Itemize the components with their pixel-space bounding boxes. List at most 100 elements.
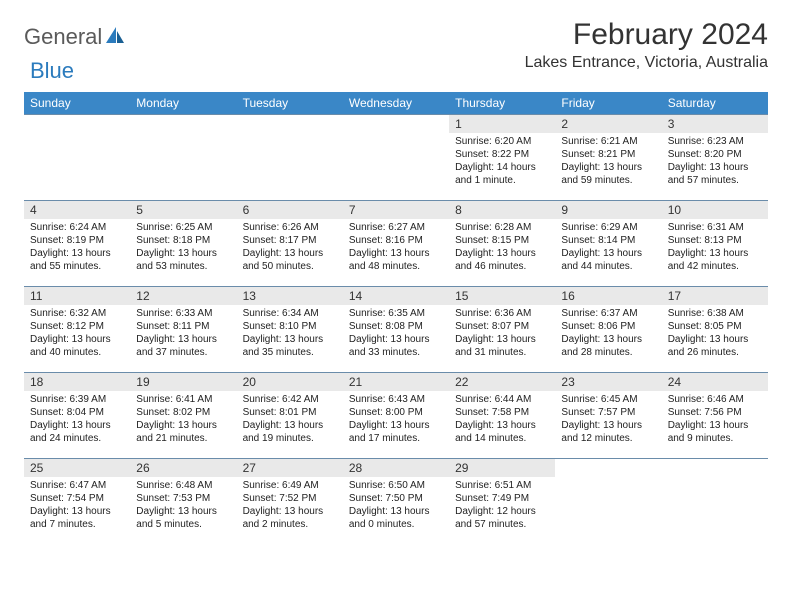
calendar-week-row: 18Sunrise: 6:39 AMSunset: 8:04 PMDayligh…	[24, 373, 768, 459]
brand-part1: General	[24, 24, 102, 50]
calendar-cell: 8Sunrise: 6:28 AMSunset: 8:15 PMDaylight…	[449, 201, 555, 287]
sunset-line: Sunset: 8:17 PM	[243, 234, 337, 247]
calendar-cell: 2Sunrise: 6:21 AMSunset: 8:21 PMDaylight…	[555, 115, 661, 201]
day-details: Sunrise: 6:29 AMSunset: 8:14 PMDaylight:…	[555, 219, 661, 277]
calendar-cell: 21Sunrise: 6:43 AMSunset: 8:00 PMDayligh…	[343, 373, 449, 459]
sunrise-line: Sunrise: 6:35 AM	[349, 307, 443, 320]
daylight-line: Daylight: 13 hours and 12 minutes.	[561, 419, 655, 445]
daylight-line: Daylight: 13 hours and 24 minutes.	[30, 419, 124, 445]
daylight-line: Daylight: 13 hours and 48 minutes.	[349, 247, 443, 273]
calendar-cell: 27Sunrise: 6:49 AMSunset: 7:52 PMDayligh…	[237, 459, 343, 545]
calendar-cell: 17Sunrise: 6:38 AMSunset: 8:05 PMDayligh…	[662, 287, 768, 373]
calendar-cell: 14Sunrise: 6:35 AMSunset: 8:08 PMDayligh…	[343, 287, 449, 373]
daylight-line: Daylight: 13 hours and 44 minutes.	[561, 247, 655, 273]
day-details: Sunrise: 6:32 AMSunset: 8:12 PMDaylight:…	[24, 305, 130, 363]
calendar-cell	[24, 115, 130, 201]
day-number: 13	[237, 287, 343, 305]
day-details: Sunrise: 6:49 AMSunset: 7:52 PMDaylight:…	[237, 477, 343, 535]
sunset-line: Sunset: 8:15 PM	[455, 234, 549, 247]
sunrise-line: Sunrise: 6:47 AM	[30, 479, 124, 492]
day-details: Sunrise: 6:26 AMSunset: 8:17 PMDaylight:…	[237, 219, 343, 277]
calendar-cell: 29Sunrise: 6:51 AMSunset: 7:49 PMDayligh…	[449, 459, 555, 545]
sunrise-line: Sunrise: 6:48 AM	[136, 479, 230, 492]
day-details: Sunrise: 6:47 AMSunset: 7:54 PMDaylight:…	[24, 477, 130, 535]
calendar-cell	[237, 115, 343, 201]
daylight-line: Daylight: 13 hours and 14 minutes.	[455, 419, 549, 445]
sunrise-line: Sunrise: 6:41 AM	[136, 393, 230, 406]
day-details: Sunrise: 6:41 AMSunset: 8:02 PMDaylight:…	[130, 391, 236, 449]
weekday-header-row: SundayMondayTuesdayWednesdayThursdayFrid…	[24, 92, 768, 115]
sail-icon	[104, 25, 126, 50]
day-details: Sunrise: 6:25 AMSunset: 8:18 PMDaylight:…	[130, 219, 236, 277]
day-details: Sunrise: 6:38 AMSunset: 8:05 PMDaylight:…	[662, 305, 768, 363]
day-number: 5	[130, 201, 236, 219]
sunrise-line: Sunrise: 6:46 AM	[668, 393, 762, 406]
calendar-table: SundayMondayTuesdayWednesdayThursdayFrid…	[24, 92, 768, 545]
calendar-cell: 9Sunrise: 6:29 AMSunset: 8:14 PMDaylight…	[555, 201, 661, 287]
day-number: 3	[662, 115, 768, 133]
calendar-cell: 12Sunrise: 6:33 AMSunset: 8:11 PMDayligh…	[130, 287, 236, 373]
sunrise-line: Sunrise: 6:25 AM	[136, 221, 230, 234]
day-details: Sunrise: 6:50 AMSunset: 7:50 PMDaylight:…	[343, 477, 449, 535]
sunset-line: Sunset: 8:13 PM	[668, 234, 762, 247]
day-number: 11	[24, 287, 130, 305]
daylight-line: Daylight: 13 hours and 59 minutes.	[561, 161, 655, 187]
weekday-header: Friday	[555, 92, 661, 115]
calendar-cell: 16Sunrise: 6:37 AMSunset: 8:06 PMDayligh…	[555, 287, 661, 373]
sunrise-line: Sunrise: 6:24 AM	[30, 221, 124, 234]
calendar-cell: 3Sunrise: 6:23 AMSunset: 8:20 PMDaylight…	[662, 115, 768, 201]
day-number: 2	[555, 115, 661, 133]
calendar-cell: 19Sunrise: 6:41 AMSunset: 8:02 PMDayligh…	[130, 373, 236, 459]
day-number: 7	[343, 201, 449, 219]
daylight-line: Daylight: 13 hours and 40 minutes.	[30, 333, 124, 359]
sunrise-line: Sunrise: 6:28 AM	[455, 221, 549, 234]
day-number: 14	[343, 287, 449, 305]
calendar-week-row: 4Sunrise: 6:24 AMSunset: 8:19 PMDaylight…	[24, 201, 768, 287]
day-details: Sunrise: 6:37 AMSunset: 8:06 PMDaylight:…	[555, 305, 661, 363]
daylight-line: Daylight: 13 hours and 46 minutes.	[455, 247, 549, 273]
daylight-line: Daylight: 14 hours and 1 minute.	[455, 161, 549, 187]
daylight-line: Daylight: 13 hours and 21 minutes.	[136, 419, 230, 445]
daylight-line: Daylight: 13 hours and 55 minutes.	[30, 247, 124, 273]
sunset-line: Sunset: 8:21 PM	[561, 148, 655, 161]
calendar-cell: 23Sunrise: 6:45 AMSunset: 7:57 PMDayligh…	[555, 373, 661, 459]
sunrise-line: Sunrise: 6:20 AM	[455, 135, 549, 148]
day-number: 25	[24, 459, 130, 477]
calendar-cell: 6Sunrise: 6:26 AMSunset: 8:17 PMDaylight…	[237, 201, 343, 287]
sunrise-line: Sunrise: 6:39 AM	[30, 393, 124, 406]
month-title: February 2024	[525, 18, 768, 52]
day-details: Sunrise: 6:35 AMSunset: 8:08 PMDaylight:…	[343, 305, 449, 363]
sunset-line: Sunset: 8:18 PM	[136, 234, 230, 247]
sunrise-line: Sunrise: 6:44 AM	[455, 393, 549, 406]
day-number: 15	[449, 287, 555, 305]
sunrise-line: Sunrise: 6:50 AM	[349, 479, 443, 492]
sunset-line: Sunset: 7:58 PM	[455, 406, 549, 419]
sunrise-line: Sunrise: 6:34 AM	[243, 307, 337, 320]
calendar-week-row: 25Sunrise: 6:47 AMSunset: 7:54 PMDayligh…	[24, 459, 768, 545]
sunset-line: Sunset: 8:04 PM	[30, 406, 124, 419]
sunrise-line: Sunrise: 6:49 AM	[243, 479, 337, 492]
day-number: 20	[237, 373, 343, 391]
sunrise-line: Sunrise: 6:32 AM	[30, 307, 124, 320]
sunset-line: Sunset: 8:19 PM	[30, 234, 124, 247]
daylight-line: Daylight: 13 hours and 42 minutes.	[668, 247, 762, 273]
sunset-line: Sunset: 8:06 PM	[561, 320, 655, 333]
daylight-line: Daylight: 13 hours and 35 minutes.	[243, 333, 337, 359]
day-details: Sunrise: 6:33 AMSunset: 8:11 PMDaylight:…	[130, 305, 236, 363]
sunset-line: Sunset: 7:56 PM	[668, 406, 762, 419]
day-details: Sunrise: 6:43 AMSunset: 8:00 PMDaylight:…	[343, 391, 449, 449]
day-details: Sunrise: 6:45 AMSunset: 7:57 PMDaylight:…	[555, 391, 661, 449]
daylight-line: Daylight: 13 hours and 53 minutes.	[136, 247, 230, 273]
day-number: 9	[555, 201, 661, 219]
calendar-cell: 25Sunrise: 6:47 AMSunset: 7:54 PMDayligh…	[24, 459, 130, 545]
daylight-line: Daylight: 13 hours and 33 minutes.	[349, 333, 443, 359]
day-number: 24	[662, 373, 768, 391]
sunset-line: Sunset: 7:52 PM	[243, 492, 337, 505]
calendar-cell: 28Sunrise: 6:50 AMSunset: 7:50 PMDayligh…	[343, 459, 449, 545]
daylight-line: Daylight: 13 hours and 26 minutes.	[668, 333, 762, 359]
calendar-cell: 7Sunrise: 6:27 AMSunset: 8:16 PMDaylight…	[343, 201, 449, 287]
sunrise-line: Sunrise: 6:43 AM	[349, 393, 443, 406]
calendar-cell: 24Sunrise: 6:46 AMSunset: 7:56 PMDayligh…	[662, 373, 768, 459]
sunset-line: Sunset: 8:07 PM	[455, 320, 549, 333]
sunrise-line: Sunrise: 6:38 AM	[668, 307, 762, 320]
